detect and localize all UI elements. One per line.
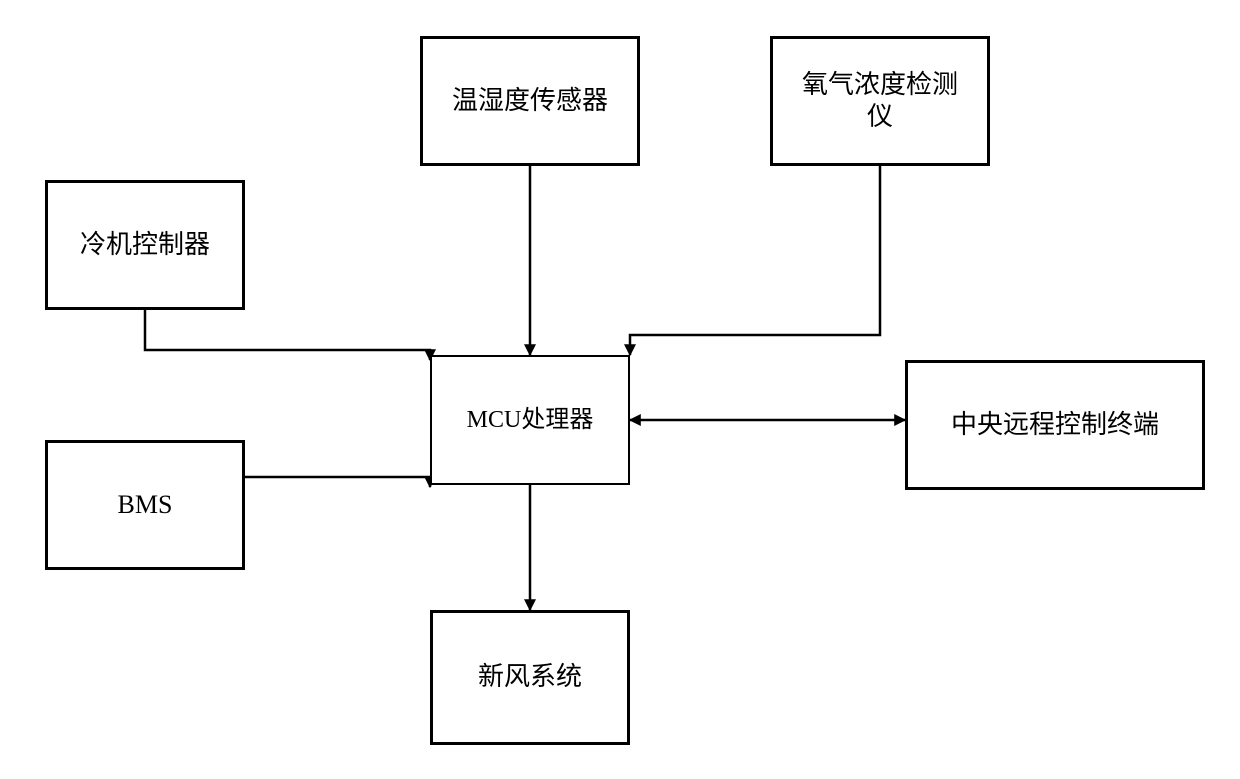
node-mcu: MCU处理器 (430, 355, 630, 485)
edge-chiller_to_mcu (145, 310, 430, 360)
node-temp-humidity-sensor: 温湿度传感器 (420, 36, 640, 166)
diagram-canvas: 温湿度传感器 氧气浓度检测仪 冷机控制器 MCU处理器 中央远程控制终端 BMS… (0, 0, 1240, 779)
edge-oxy_to_mcu (630, 166, 880, 355)
node-fresh-air: 新风系统 (430, 610, 630, 745)
node-label: BMS (118, 489, 173, 522)
node-label: 温湿度传感器 (452, 85, 608, 118)
node-chiller-controller: 冷机控制器 (45, 180, 245, 310)
node-label: MCU处理器 (467, 405, 594, 435)
node-oxygen-detector: 氧气浓度检测仪 (770, 36, 990, 166)
node-bms: BMS (45, 440, 245, 570)
node-remote-terminal: 中央远程控制终端 (905, 360, 1205, 490)
node-label: 中央远程控制终端 (951, 409, 1159, 442)
node-label: 新风系统 (478, 661, 582, 694)
node-label: 冷机控制器 (80, 229, 210, 262)
node-label: 氧气浓度检测仪 (802, 69, 958, 134)
